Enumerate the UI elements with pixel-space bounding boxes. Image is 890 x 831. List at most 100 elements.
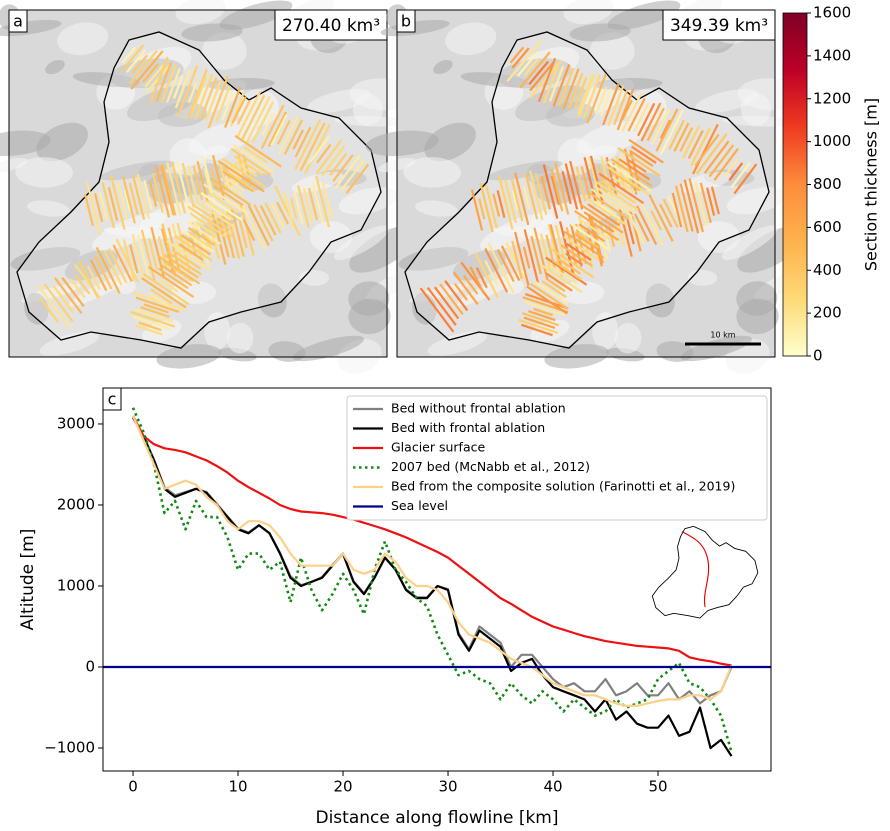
section-stripe — [564, 163, 579, 210]
scale-label: 10 km — [710, 331, 735, 340]
colorbar-tick-label: 1000 — [813, 132, 851, 150]
section-stripe — [128, 49, 158, 85]
section-stripe — [162, 260, 194, 283]
section-stripe — [561, 170, 572, 205]
hillshade — [15, 157, 73, 188]
section-stripe — [213, 185, 244, 207]
section-stripe — [126, 49, 147, 73]
section-stripe — [192, 165, 204, 200]
section-stripe — [222, 170, 254, 193]
section-stripe — [115, 238, 140, 283]
section-stripe — [94, 255, 113, 290]
section-stripe — [136, 173, 151, 219]
section-stripe — [345, 163, 370, 195]
section-stripe — [122, 239, 136, 281]
hillshade — [10, 247, 81, 271]
section-stripe — [172, 75, 184, 99]
hillshade — [138, 202, 203, 240]
section-stripe — [78, 261, 100, 299]
x-tick-label: 50 — [648, 778, 667, 796]
section-stripe — [575, 166, 587, 202]
legend-label: Sea level — [391, 498, 448, 513]
section-stripe — [683, 179, 700, 234]
section-stripe — [426, 286, 457, 326]
section-stripe — [500, 245, 521, 282]
section-stripe — [514, 231, 530, 286]
section-stripe — [171, 248, 202, 270]
section-stripe — [611, 171, 641, 192]
section-stripe — [419, 287, 455, 333]
section-stripe — [469, 266, 485, 294]
hillshade — [589, 32, 635, 70]
section-stripe — [205, 201, 232, 221]
colorbar-tick-label: 1200 — [813, 89, 851, 107]
section-stripe — [221, 91, 235, 121]
section-stripe — [496, 249, 515, 283]
panel-label: b — [401, 12, 411, 31]
section-stripe — [616, 88, 635, 131]
section-stripe — [142, 273, 190, 306]
hillshade — [0, 130, 51, 157]
section-stripe — [600, 88, 613, 117]
y-tick-label: −1000 — [44, 738, 95, 756]
hillshade — [39, 331, 99, 356]
section-stripe — [659, 203, 673, 228]
series-line — [131, 415, 733, 707]
section-stripe — [83, 193, 95, 227]
section-stripe — [95, 246, 121, 294]
section-stripe — [38, 297, 60, 323]
section-stripe — [230, 147, 272, 177]
hillshade — [576, 120, 646, 156]
plot-lines — [103, 407, 771, 757]
section-stripe — [524, 300, 565, 316]
section-stripe — [540, 263, 583, 294]
section-stripe — [522, 312, 560, 327]
section-stripe — [530, 235, 543, 275]
section-stripe — [177, 65, 199, 117]
section-stripe — [659, 119, 672, 139]
section-stripe — [273, 185, 301, 237]
hillshade — [338, 187, 399, 215]
section-stripe — [136, 234, 150, 279]
section-stripe — [679, 183, 694, 232]
colorbar-tick-label: 1600 — [813, 4, 851, 22]
section-stripe — [187, 165, 199, 203]
section-stripe — [504, 180, 517, 223]
section-stripe — [529, 282, 569, 310]
section-stripe — [640, 102, 662, 142]
section-stripe — [613, 90, 629, 126]
section-stripe — [166, 161, 182, 216]
section-stripe — [181, 162, 195, 208]
section-stripe — [534, 172, 548, 216]
section-stripe — [511, 240, 523, 280]
section-stripe — [574, 231, 600, 249]
section-stripe — [231, 96, 247, 124]
colorbar — [782, 12, 808, 357]
section-stripe — [122, 176, 136, 224]
colorbar-tick-label: 1400 — [813, 46, 851, 64]
section-stripe — [321, 181, 334, 220]
section-stripe — [586, 73, 607, 124]
section-stripe — [150, 288, 173, 305]
inset-map — [651, 525, 759, 619]
hillshade — [69, 270, 138, 307]
section-stripe — [730, 162, 751, 189]
section-stripe — [518, 318, 559, 334]
section-stripe — [86, 182, 102, 236]
volume-label: 270.40 km³ — [282, 16, 380, 36]
hillshade — [414, 200, 458, 217]
section-stripe — [498, 175, 514, 230]
section-stripe — [583, 211, 615, 233]
section-stripe — [222, 168, 256, 192]
x-tick-label: 30 — [438, 778, 457, 796]
section-stripe — [270, 114, 288, 146]
section-stripe — [303, 123, 331, 175]
section-stripe — [180, 234, 211, 256]
hillshade — [726, 187, 787, 215]
y-tick-label: 0 — [85, 657, 95, 675]
x-tick-label: 20 — [333, 778, 352, 796]
section-stripe — [130, 310, 176, 328]
section-stripe — [535, 281, 569, 305]
section-stripe — [240, 205, 255, 256]
